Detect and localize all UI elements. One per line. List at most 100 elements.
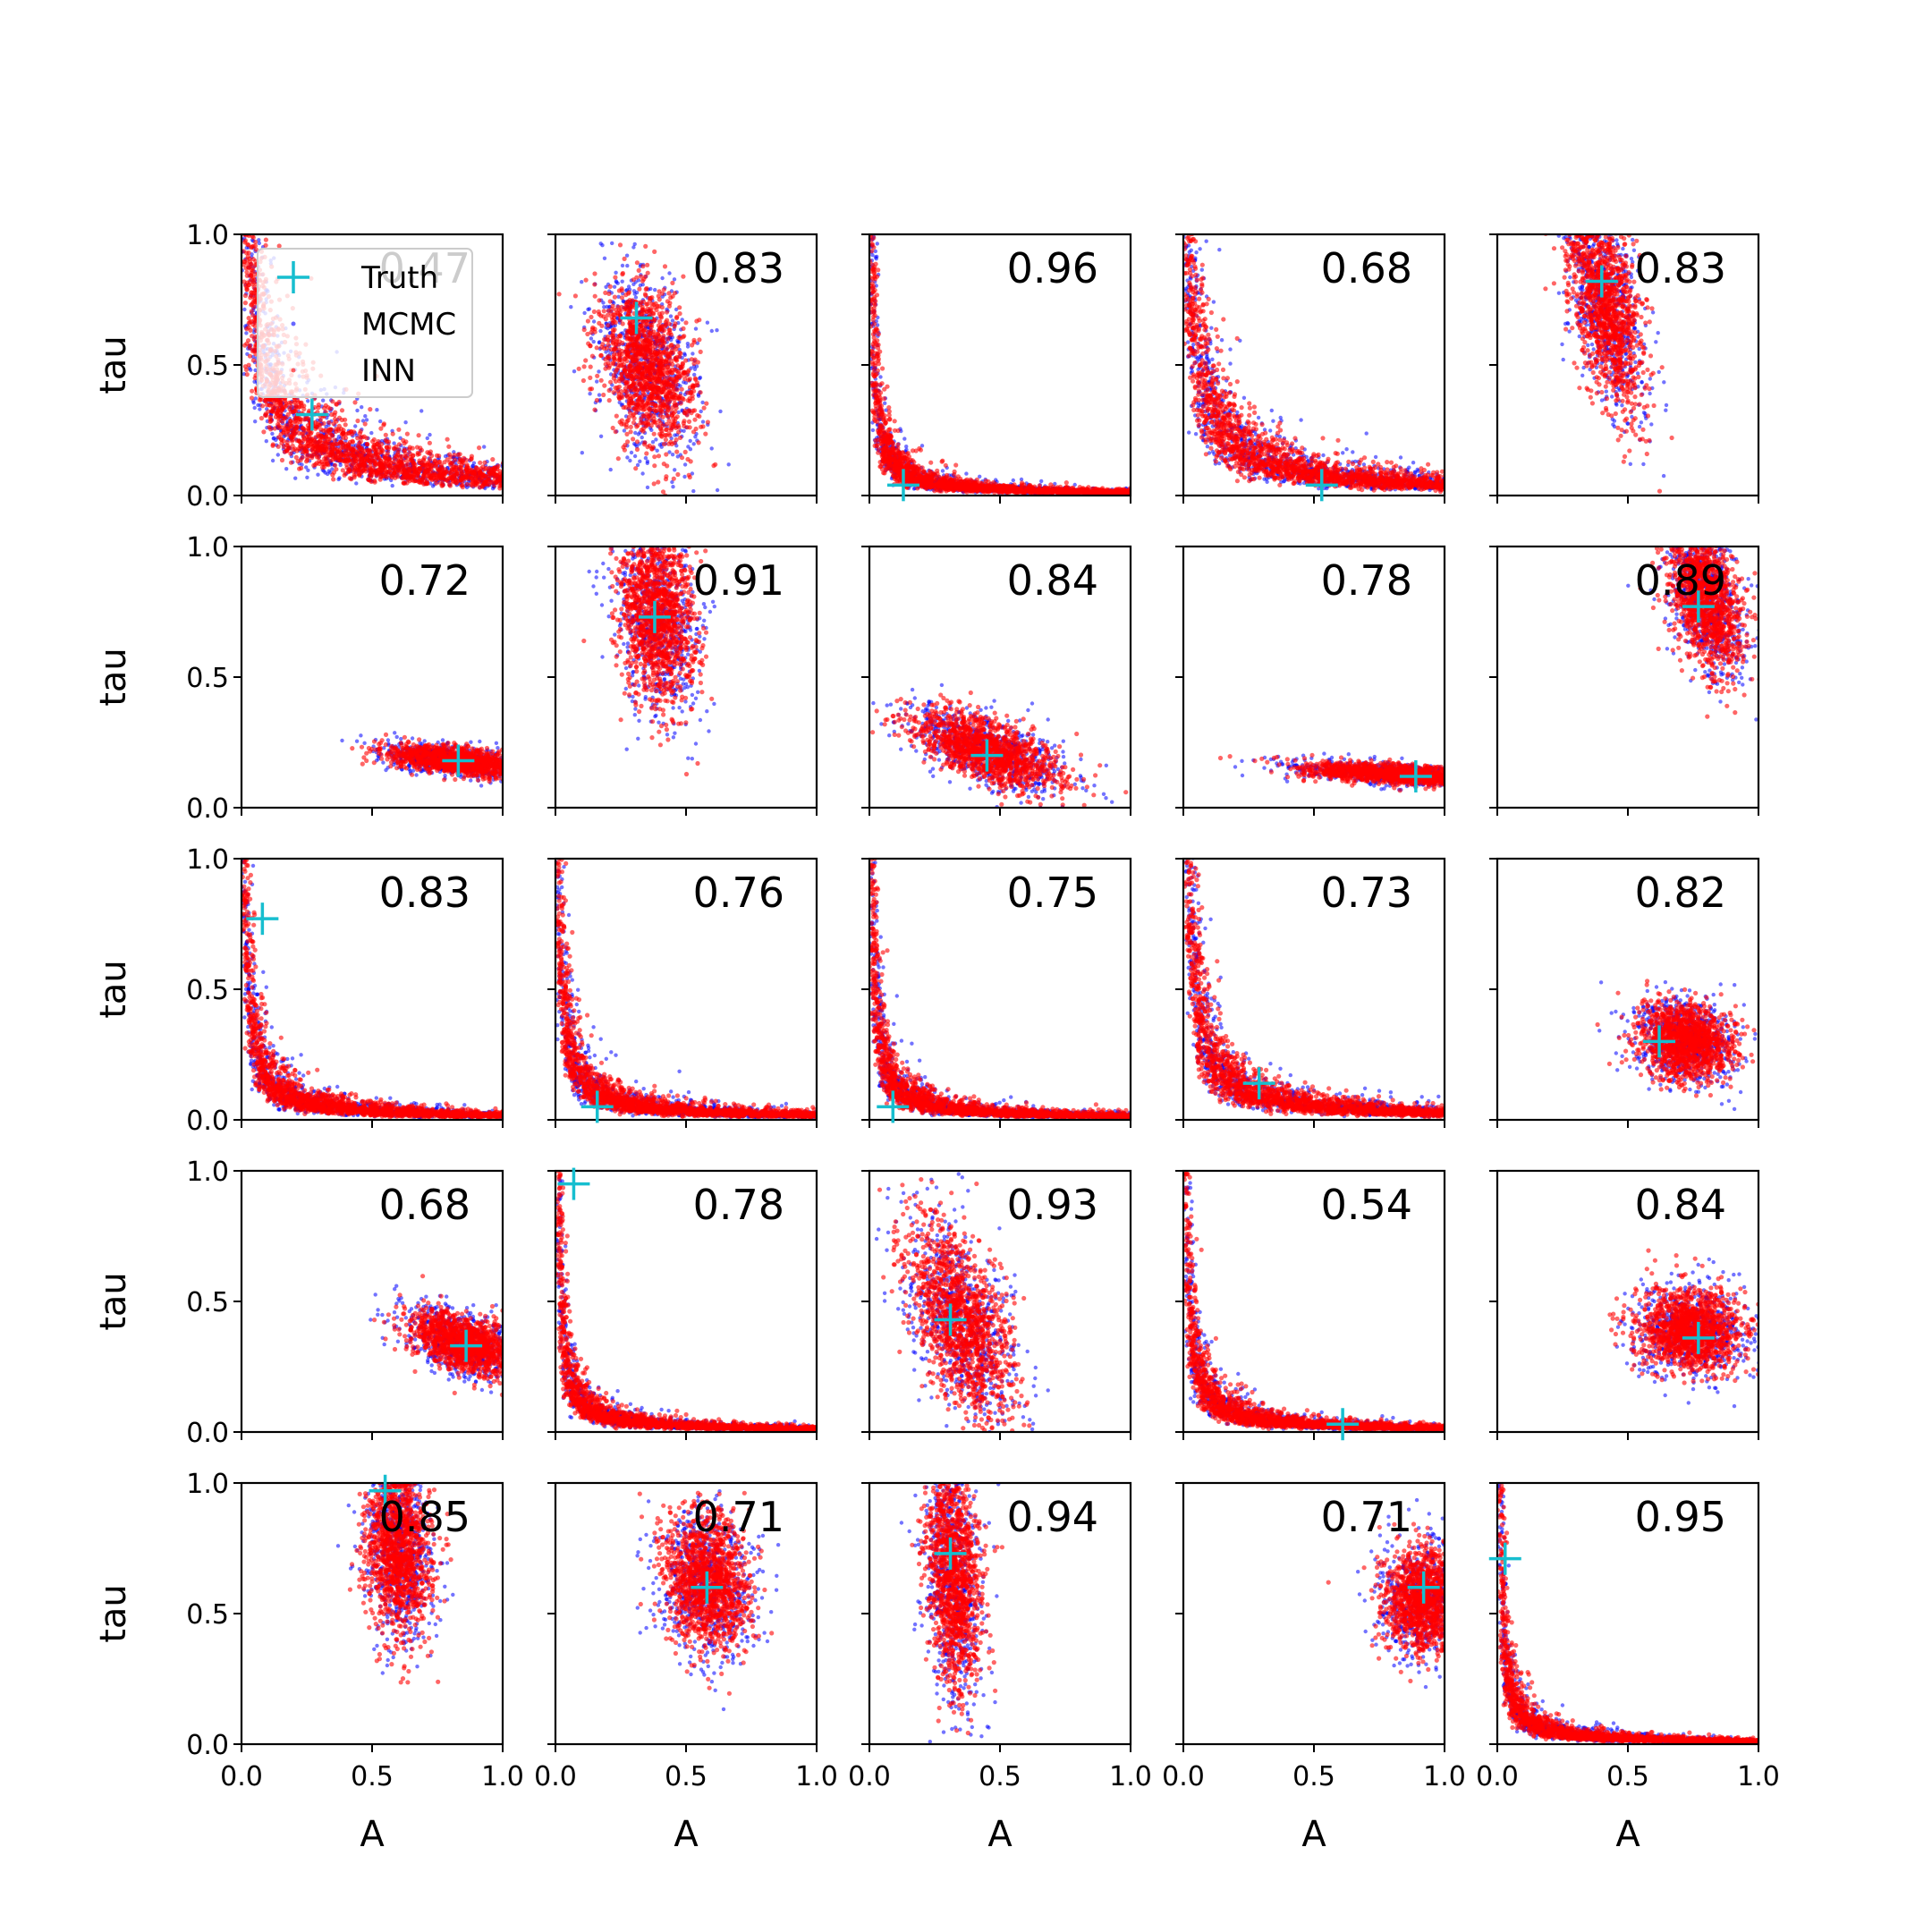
inn-point <box>379 441 385 447</box>
inn-point <box>252 243 258 249</box>
inn-point <box>614 385 620 390</box>
inn-point <box>296 446 301 452</box>
mcmc-point <box>624 253 630 258</box>
inn-point <box>661 441 667 447</box>
inn-point <box>652 454 657 460</box>
inn-point <box>258 416 264 421</box>
inn-point <box>308 431 313 436</box>
mcmc-point <box>632 453 638 459</box>
inn-point <box>445 436 450 442</box>
inn-point <box>661 379 666 385</box>
inn-point <box>249 245 254 250</box>
inn-point <box>335 449 341 454</box>
inn-point <box>421 481 427 487</box>
inn-point <box>248 327 253 333</box>
mcmc-point <box>715 487 720 493</box>
inn-point <box>628 387 634 393</box>
mcmc-point <box>569 305 573 309</box>
mcmc-point <box>430 484 436 488</box>
inn-point <box>402 453 409 459</box>
inn-point <box>626 343 631 349</box>
inn-point <box>681 326 686 331</box>
mcmc-point <box>675 454 680 459</box>
inn-point <box>250 349 256 354</box>
inn-point <box>652 419 657 424</box>
inn-point <box>449 476 454 481</box>
inn-point <box>659 368 665 373</box>
inn-point <box>312 419 318 425</box>
inn-point <box>477 445 482 451</box>
mcmc-point <box>616 294 621 299</box>
mcmc-point <box>653 287 657 292</box>
inn-point <box>346 467 352 472</box>
mcmc-point <box>691 352 695 356</box>
inn-point <box>645 301 650 307</box>
inn-point <box>373 469 378 474</box>
mcmc-point <box>682 352 687 358</box>
inn-point <box>623 422 629 428</box>
inn-point <box>658 357 665 362</box>
mcmc-point <box>275 453 280 457</box>
inn-point <box>667 301 673 306</box>
inn-point <box>677 350 682 355</box>
panel-score: 0.83 <box>693 244 784 292</box>
mcmc-point <box>682 428 686 433</box>
inn-point <box>670 280 675 285</box>
inn-point <box>610 425 615 431</box>
inn-point <box>668 428 674 433</box>
inn-point <box>629 304 634 309</box>
inn-point <box>377 462 382 468</box>
mcmc-point <box>271 436 275 441</box>
inn-point <box>614 413 619 419</box>
inn-point <box>647 331 653 336</box>
inn-point <box>650 445 656 450</box>
inn-point <box>345 457 352 462</box>
inn-point <box>264 402 269 408</box>
inn-point <box>603 317 608 322</box>
inn-point <box>691 385 696 390</box>
inn-point <box>624 359 630 364</box>
inn-point <box>386 456 391 462</box>
inn-point <box>633 383 639 388</box>
inn-point <box>647 295 652 301</box>
inn-point <box>372 442 377 447</box>
inn-point <box>611 376 616 381</box>
inn-point <box>636 334 641 340</box>
mcmc-point <box>671 485 675 489</box>
inn-point <box>250 275 256 281</box>
inn-point <box>642 352 648 357</box>
inn-point <box>616 347 622 352</box>
mcmc-point <box>626 284 631 289</box>
inn-point <box>347 430 352 436</box>
inn-point <box>592 282 597 287</box>
mcmc-point <box>654 437 658 442</box>
inn-point <box>481 481 487 487</box>
inn-point <box>320 462 326 467</box>
inn-point <box>624 372 630 377</box>
inn-point <box>656 293 661 299</box>
inn-point <box>396 464 402 470</box>
inn-point <box>300 425 305 430</box>
mcmc-point <box>638 283 643 288</box>
inn-point <box>626 299 631 304</box>
inn-point <box>667 354 673 360</box>
mcmc-point <box>682 380 686 385</box>
inn-point <box>638 419 643 426</box>
inn-point <box>642 274 648 279</box>
inn-point <box>362 462 368 467</box>
inn-point <box>640 407 646 412</box>
mcmc-point <box>700 400 705 405</box>
inn-point <box>663 437 669 443</box>
mcmc-point <box>1039 479 1044 484</box>
inn-point <box>620 272 625 277</box>
inn-point <box>652 463 657 469</box>
mcmc-point <box>682 474 687 479</box>
inn-point <box>252 300 258 305</box>
inn-point <box>267 425 272 430</box>
inn-point <box>436 453 442 459</box>
inn-point <box>693 426 699 432</box>
inn-point <box>666 391 673 396</box>
mcmc-point <box>686 445 691 449</box>
inn-point <box>393 475 398 480</box>
inn-point <box>332 437 337 443</box>
